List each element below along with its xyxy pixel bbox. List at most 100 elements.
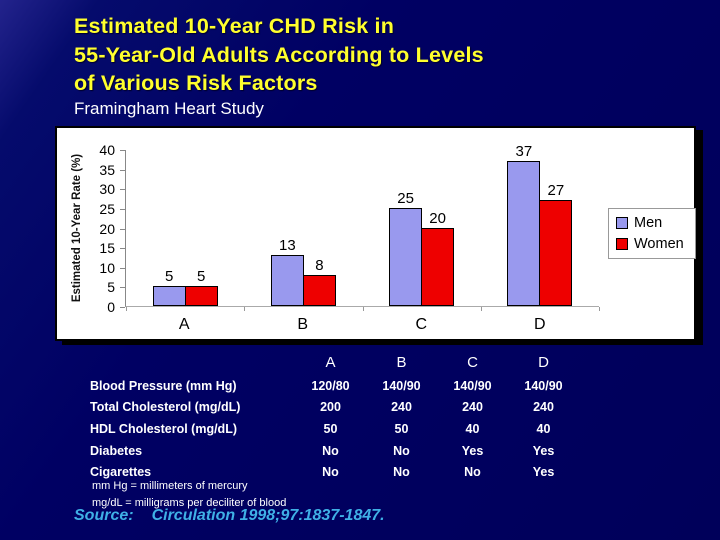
table-cell: 120/80	[311, 378, 350, 393]
bar-wrap: 8	[302, 256, 336, 306]
slide-title-line-1: Estimated 10-Year CHD Risk in	[74, 14, 395, 38]
source-line: Source: Circulation 1998;97:1837-1847.	[74, 507, 385, 525]
row-label-blood-pressure: Blood Pressure (mm Hg)	[90, 378, 237, 393]
bar-value-label: 25	[397, 189, 414, 207]
slide-title-line-3: of Various Risk Factors	[74, 71, 318, 95]
slide-title: Estimated 10-Year CHD Risk in 55-Year-Ol…	[74, 12, 484, 98]
category-label-d: D	[533, 316, 546, 333]
row-label-total-cholesterol: Total Cholesterol (mg/dL)	[90, 400, 241, 415]
bar-value-label: 13	[279, 236, 296, 254]
bar-chart: Estimated 10-Year Rate (%) 0 5 10 15 20 25 30 3…	[55, 126, 696, 341]
table-cell: 140/90	[453, 378, 492, 393]
y-tick-mark	[120, 189, 125, 191]
x-tick-mark	[126, 307, 127, 311]
chart-legend: Men Women	[608, 208, 696, 259]
bar-wrap: 25	[389, 189, 423, 306]
x-tick-mark	[480, 307, 482, 311]
y-tick-mark	[120, 208, 125, 210]
bar-value-label: 27	[547, 182, 565, 200]
y-tick-label: 25	[99, 200, 115, 217]
category-row: A B C D	[125, 316, 599, 334]
column-header-b: B	[396, 353, 407, 371]
bar-men-d	[507, 160, 541, 306]
table-corner-cell	[90, 349, 295, 375]
women-swatch-icon	[616, 238, 628, 250]
y-tick-label: 5	[107, 279, 115, 296]
column-header-c: C	[467, 353, 478, 371]
bar-men-c	[389, 207, 423, 306]
bar-wrap: 13	[270, 236, 304, 306]
slide-subtitle: Framingham Heart Study	[74, 99, 264, 118]
bar-wrap: 27	[539, 182, 573, 306]
legend-label-men: Men	[634, 215, 663, 231]
bar-wrap: 20	[421, 209, 455, 306]
category-label-c: C	[415, 316, 428, 333]
bar-wrap: 5	[152, 268, 186, 306]
bar-women-c	[421, 227, 455, 306]
table-cell: 40	[465, 421, 480, 436]
source-citation: Circulation 1998;97:1837-1847.	[151, 507, 385, 524]
bar-value-label: 20	[429, 209, 446, 227]
table-cell: Yes	[532, 465, 555, 480]
table-cell: 140/90	[382, 378, 421, 393]
table-cell: 50	[394, 421, 409, 436]
slide-title-line-2: 55-Year-Old Adults According to Levels	[74, 42, 484, 67]
plot-area: 5 5 13 8 25 20 37 27	[125, 143, 600, 311]
men-swatch-icon	[616, 217, 628, 229]
table-cell: 240	[533, 400, 554, 415]
y-tick-label: 40	[99, 142, 115, 158]
table-cell: 240	[391, 400, 412, 415]
y-tick-mark	[120, 169, 125, 171]
y-tick-mark	[120, 228, 125, 230]
legend-label-women: Women	[634, 236, 684, 252]
bar-group-b: 13 8	[244, 150, 362, 306]
x-tick-mark	[599, 307, 600, 311]
risk-factor-table: A B C D Blood Pressure (mm Hg) 120/80 14…	[90, 349, 579, 483]
y-tick-label: 35	[99, 161, 115, 178]
y-axis: 0 5 10 15 20 25 30 35 40	[57, 142, 125, 315]
table-cell: No	[464, 465, 481, 480]
table-cell: No	[322, 443, 339, 458]
y-tick-label: 30	[99, 181, 115, 198]
y-tick-mark	[120, 287, 125, 289]
category-label-a: A	[178, 316, 190, 333]
x-tick-mark	[362, 307, 364, 311]
bar-women-d	[539, 200, 573, 306]
x-tick-mark	[244, 307, 246, 311]
column-header-d: D	[538, 353, 549, 371]
row-label-diabetes: Diabetes	[90, 443, 143, 458]
bar-men-a	[152, 286, 186, 306]
table-cell: 50	[323, 421, 338, 436]
bar-women-a	[184, 286, 218, 306]
legend-item-men: Men	[616, 215, 688, 231]
table-cell: Yes	[532, 443, 555, 458]
bar-wrap: 5	[184, 268, 218, 306]
row-label-cigarettes: Cigarettes	[90, 465, 152, 480]
table-cell: 140/90	[524, 378, 563, 393]
table-cell: 240	[462, 400, 483, 415]
table-cell: No	[393, 465, 410, 480]
footnote-mgdl: mg/dL = milligrams per deciliter of bloo…	[92, 496, 287, 509]
table-cell: No	[322, 465, 339, 480]
table-cell: No	[393, 443, 410, 458]
y-tick-label: 15	[99, 240, 115, 257]
bar-group-c: 25 20	[363, 150, 481, 306]
bar-women-b	[302, 274, 336, 306]
table-cell: 200	[320, 400, 341, 415]
source-label: Source:	[74, 507, 134, 524]
bar-value-label: 8	[315, 256, 324, 274]
y-tick-mark	[120, 248, 125, 250]
bar-men-b	[270, 254, 304, 306]
y-tick-mark	[120, 267, 125, 269]
y-tick-label: 10	[99, 259, 115, 276]
y-tick-mark	[120, 150, 125, 151]
category-label-b: B	[297, 316, 309, 333]
bar-value-label: 5	[164, 268, 174, 286]
y-tick-label: 0	[107, 299, 115, 315]
table-cell: 40	[536, 421, 551, 436]
row-label-hdl-cholesterol: HDL Cholesterol (mg/dL)	[90, 421, 237, 436]
bar-group-d: 37 27	[481, 143, 599, 306]
footnotes: mm Hg = millimeters of mercury mg/dL = m…	[92, 478, 286, 511]
